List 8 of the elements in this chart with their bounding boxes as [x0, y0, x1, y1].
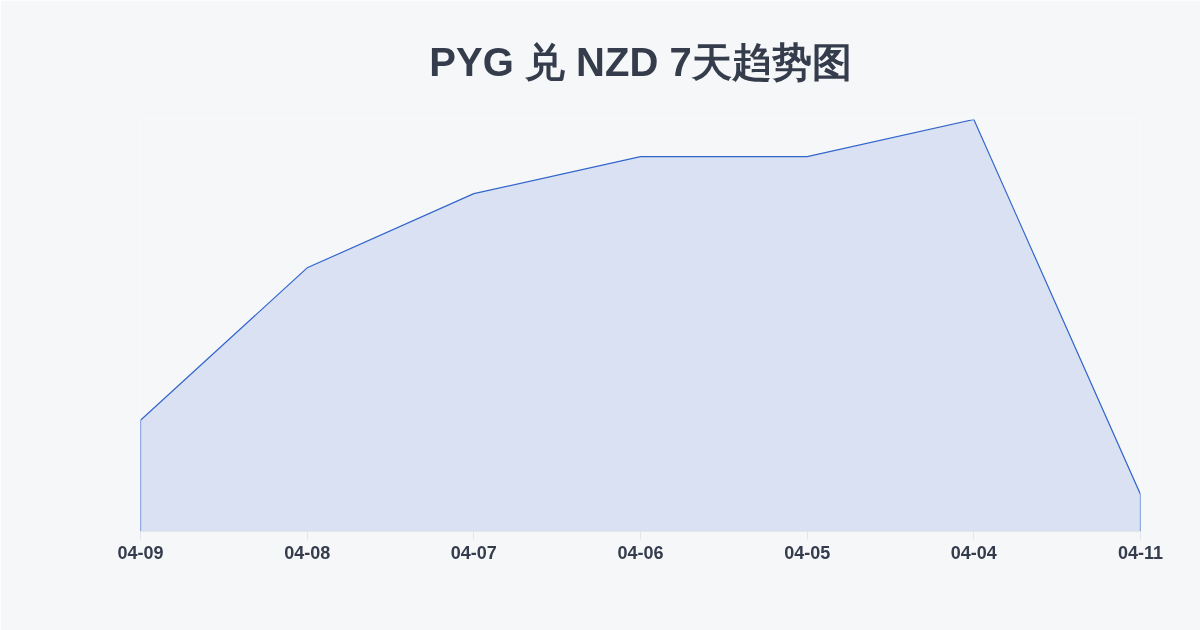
x-tick-label: 04-08: [284, 542, 331, 563]
chart-title: PYG 兑 NZD 7天趋势图: [429, 39, 852, 84]
x-tick-label: 04-05: [784, 542, 831, 563]
x-tick-label: 04-04: [950, 542, 997, 563]
x-tick-label: 04-06: [617, 542, 664, 563]
x-tick-label: 04-09: [117, 542, 164, 563]
x-tick-label: 04-07: [450, 542, 497, 563]
x-tick-label: 04-11: [1117, 542, 1164, 563]
